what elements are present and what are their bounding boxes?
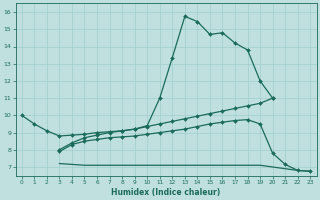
X-axis label: Humidex (Indice chaleur): Humidex (Indice chaleur)	[111, 188, 221, 197]
